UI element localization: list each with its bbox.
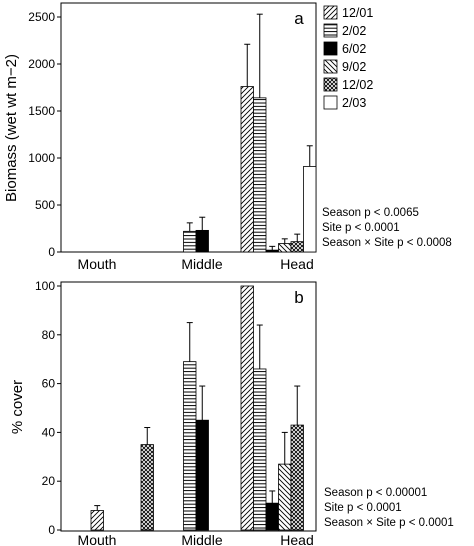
bar-6-02-middle (195, 419, 209, 531)
legend-swatch (323, 23, 338, 38)
bar-9-02-head (278, 243, 292, 253)
bars-b (90, 285, 304, 531)
y-tick-label: 80 (42, 328, 56, 342)
panel-a-biomass: a Biomass (wet wt m−2) 0 500 1000 1500 2000 2… (3, 2, 452, 272)
stat-season-b: Season p < 0.00001 (324, 487, 427, 499)
legend-label: 12/01 (342, 6, 373, 20)
y-ticks-a: 0 500 1000 1500 2000 2500 (28, 10, 61, 259)
y-tick-label: 2000 (28, 57, 55, 71)
category-labels-b: Mouth Middle Head (78, 532, 314, 546)
y-tick-label: 1500 (28, 104, 55, 118)
y-tick-label: 0 (48, 523, 55, 537)
legend-label: 12/02 (342, 78, 373, 92)
plot-frame (60, 2, 317, 253)
bar-12-02-head (290, 424, 304, 531)
y-tick-label: 2500 (28, 10, 55, 24)
category-label: Head (280, 532, 313, 546)
legend-label: 2/03 (342, 96, 366, 110)
bar-6-02-head (265, 502, 279, 531)
category-label: Mouth (78, 532, 117, 546)
bars-a (183, 13, 317, 253)
category-label: Head (280, 256, 313, 272)
y-ticks-b: 0 20 40 60 80 100 (35, 279, 61, 537)
bar-2-02-head (253, 97, 267, 253)
stat-site-a: Site p < 0.0001 (322, 222, 400, 234)
bar-12-01-mouth (90, 510, 104, 531)
panel-letter-b: b (294, 288, 303, 307)
panel-b-cover: b % cover 0 20 40 60 80 100 Mouth Middle Head S… (9, 279, 454, 546)
y-tick-label: 500 (35, 198, 55, 212)
legend-label: 9/02 (342, 60, 366, 74)
bar-6-02-head (265, 249, 279, 253)
bar-12-01-head (240, 86, 254, 253)
stats-a: Season p < 0.0065 Site p < 0.0001 Season… (322, 207, 452, 249)
stat-season-a: Season p < 0.0065 (322, 207, 419, 219)
panel-letter-a: a (294, 9, 304, 28)
bar-6-02-middle (195, 229, 209, 253)
stat-interaction-b: Season × Site p < 0.0001 (324, 517, 454, 529)
legend-swatch (323, 41, 338, 56)
y-tick-label: 100 (35, 279, 55, 293)
category-label: Middle (181, 256, 222, 272)
legend-label: 6/02 (342, 42, 366, 56)
plot-frame (60, 281, 317, 532)
legend: 12/01 2/02 6/02 9/02 12/02 2/03 (323, 5, 373, 110)
bar-2-02-middle (183, 361, 197, 531)
y-tick-label: 60 (42, 377, 56, 391)
bar-9-02-head (278, 463, 292, 531)
y-tick-label: 0 (48, 245, 55, 259)
bar-2-02-middle (183, 230, 197, 253)
legend-label: 2/02 (342, 24, 366, 38)
legend-swatch (323, 59, 338, 74)
category-label: Mouth (78, 256, 117, 272)
stat-site-b: Site p < 0.0001 (324, 502, 402, 514)
bar-2-02-head (253, 368, 267, 531)
category-labels-a: Mouth Middle Head (78, 256, 314, 272)
bar-12-02-mouth (140, 444, 154, 531)
legend-swatch (323, 95, 338, 110)
y-axis-label-b: % cover (9, 380, 26, 434)
y-axis-label-a: Biomass (wet wt m−2) (3, 54, 20, 202)
legend-swatch (323, 5, 338, 20)
legend-swatch (323, 77, 338, 92)
bar-12-02-head (290, 241, 304, 253)
stats-b: Season p < 0.00001 Site p < 0.0001 Seaso… (324, 487, 454, 529)
y-tick-label: 1000 (28, 151, 55, 165)
stat-interaction-a: Season × Site p < 0.0008 (322, 237, 452, 249)
y-tick-label: 20 (42, 474, 56, 488)
bar-12-01-head (240, 285, 254, 531)
bar-2-03-head (303, 166, 317, 253)
y-tick-label: 40 (42, 425, 56, 439)
category-label: Middle (181, 532, 222, 546)
